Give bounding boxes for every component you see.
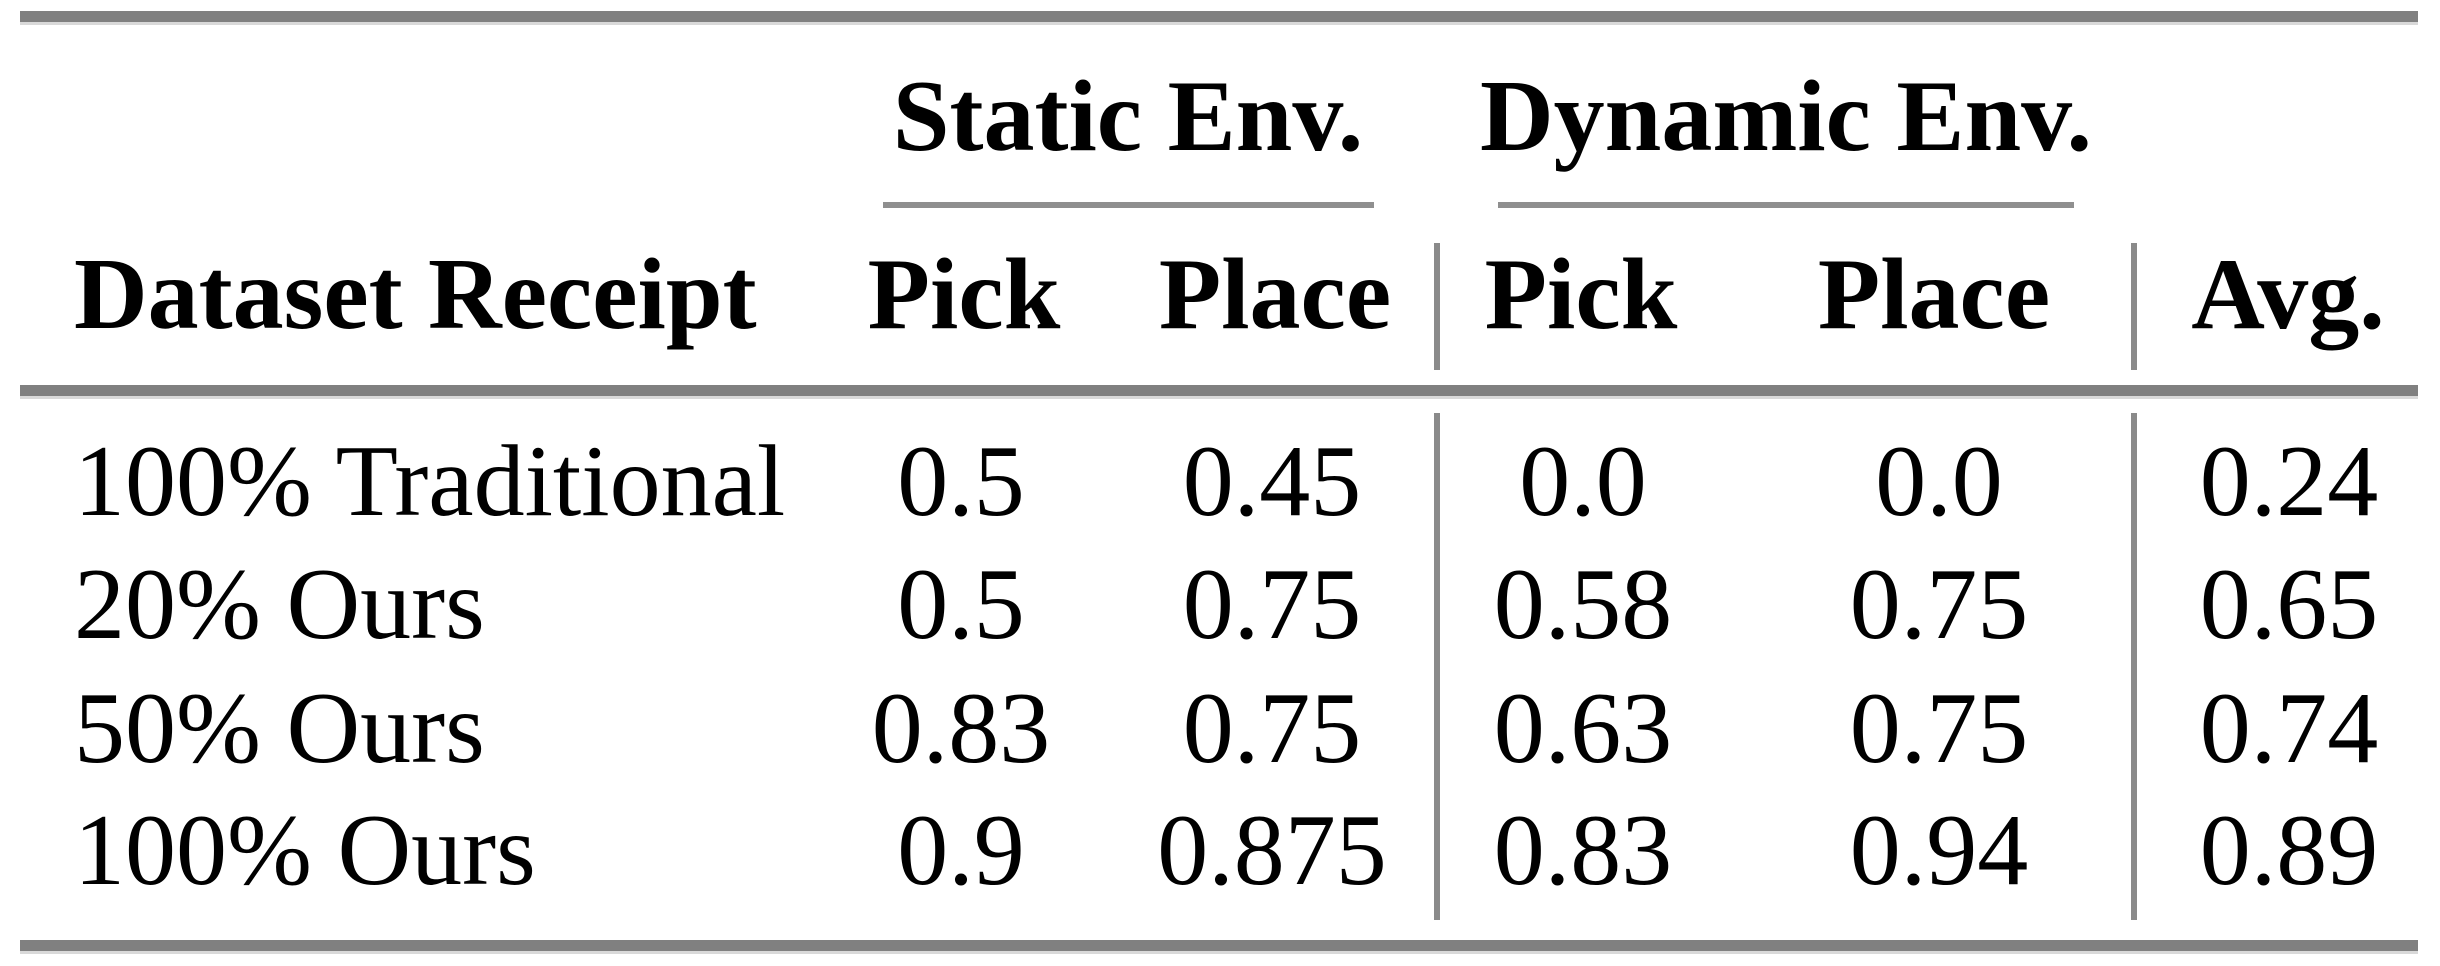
cell-dynamic-pick: 0.0 bbox=[1519, 425, 1647, 538]
bottom-rule bbox=[20, 940, 2418, 954]
cell-dynamic-pick: 0.63 bbox=[1493, 672, 1673, 785]
cell-avg: 0.89 bbox=[2199, 794, 2379, 907]
header-avg: Avg. bbox=[2191, 238, 2385, 351]
header-static-pick: Pick bbox=[867, 238, 1061, 351]
row-label: 20% Ours bbox=[74, 548, 485, 661]
column-separator-2-body bbox=[2131, 413, 2137, 920]
header-dynamic-place: Place bbox=[1817, 238, 2051, 351]
cell-dynamic-place: 0.75 bbox=[1849, 548, 2029, 661]
cell-static-pick: 0.5 bbox=[897, 548, 1025, 661]
cmidrule-dynamic bbox=[1498, 202, 2074, 208]
row-label: 100% Traditional bbox=[74, 425, 786, 538]
column-separator-1-header bbox=[1434, 243, 1440, 370]
top-rule bbox=[20, 11, 2418, 25]
header-dynamic-pick: Pick bbox=[1484, 238, 1678, 351]
row-label: 100% Ours bbox=[74, 794, 536, 907]
cell-static-place: 0.875 bbox=[1157, 794, 1387, 907]
cell-static-pick: 0.9 bbox=[897, 794, 1025, 907]
column-group-static-label: Static Env. bbox=[892, 60, 1364, 173]
cell-avg: 0.65 bbox=[2199, 548, 2379, 661]
column-separator-1-body bbox=[1434, 413, 1440, 920]
cell-static-place: 0.45 bbox=[1182, 425, 1362, 538]
cell-dynamic-pick: 0.58 bbox=[1493, 548, 1673, 661]
column-group-dynamic-label: Dynamic Env. bbox=[1479, 60, 2093, 173]
row-label: 50% Ours bbox=[74, 672, 485, 785]
column-separator-2-header bbox=[2131, 243, 2137, 370]
cmidrule-static bbox=[883, 202, 1374, 208]
header-dataset-receipt: Dataset Receipt bbox=[74, 238, 757, 351]
cell-static-pick: 0.5 bbox=[897, 425, 1025, 538]
cell-avg: 0.24 bbox=[2199, 425, 2379, 538]
cell-static-place: 0.75 bbox=[1182, 548, 1362, 661]
cell-avg: 0.74 bbox=[2199, 672, 2379, 785]
header-static-place: Place bbox=[1158, 238, 1392, 351]
cell-dynamic-pick: 0.83 bbox=[1493, 794, 1673, 907]
header-body-rule bbox=[20, 385, 2418, 399]
cell-dynamic-place: 0.75 bbox=[1849, 672, 2029, 785]
cell-static-pick: 0.83 bbox=[871, 672, 1051, 785]
cell-dynamic-place: 0.0 bbox=[1875, 425, 2003, 538]
cell-static-place: 0.75 bbox=[1182, 672, 1362, 785]
cell-dynamic-place: 0.94 bbox=[1849, 794, 2029, 907]
